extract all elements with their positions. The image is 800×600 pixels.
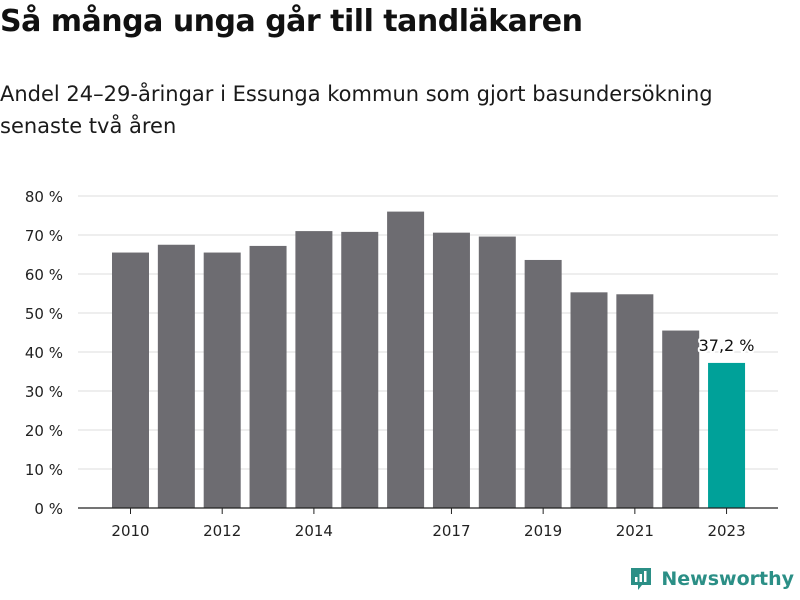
bar-2014 [295, 231, 333, 508]
bar-2011 [157, 244, 195, 508]
bar-2010 [112, 252, 149, 508]
x-tick-label: 2010 [111, 522, 149, 540]
x-tick-label: 2023 [707, 522, 745, 540]
bar-2013 [249, 245, 287, 509]
bar-2016 [387, 211, 425, 508]
x-tick-label: 2021 [616, 522, 654, 540]
y-tick-label: 20 % [25, 422, 63, 440]
y-tick-label: 0 % [34, 500, 63, 518]
bar-2017 [432, 232, 470, 508]
y-tick-label: 50 % [25, 305, 63, 323]
bar-2018 [478, 236, 516, 508]
y-tick-label: 60 % [25, 266, 63, 284]
x-tick-label: 2012 [203, 522, 241, 540]
chart-title: Så många unga går till tandläkaren [0, 4, 583, 39]
y-tick-label: 80 % [25, 188, 63, 206]
bar-2019 [524, 259, 562, 508]
x-tick-label: 2014 [295, 522, 333, 540]
y-tick-label: 40 % [25, 344, 63, 362]
y-tick-label: 30 % [25, 383, 63, 401]
brand-name: Newsworthy [661, 568, 794, 590]
bar-2015 [341, 231, 379, 508]
y-tick-label: 70 % [25, 227, 63, 245]
data-label: 37,2 % [699, 336, 755, 355]
y-tick-label: 10 % [25, 461, 63, 479]
x-tick-label: 2019 [524, 522, 562, 540]
bar-chart: 0 % 10 % 20 % 30 % 40 % 50 % 60 % 70 % 80 % 2010 2… [25, 188, 778, 540]
chart-subtitle: Andel 24–29-åringar i Essunga kommun som… [0, 82, 713, 138]
newsworthy-logo-icon [631, 568, 652, 590]
bar-2020 [570, 292, 608, 508]
bar-2022 [662, 330, 700, 508]
x-tick-label: 2017 [432, 522, 470, 540]
bar-2023 [708, 362, 746, 508]
bar-2021 [616, 294, 654, 508]
bar-2012 [203, 252, 241, 508]
brand-logo: Newsworthy [629, 564, 794, 594]
